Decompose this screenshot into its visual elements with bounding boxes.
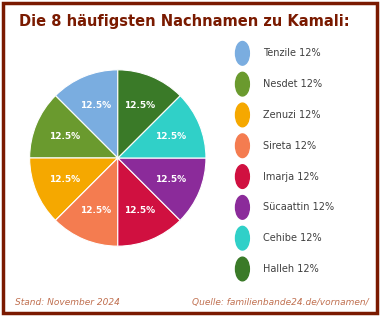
Text: Quelle: familienbande24.de/vornamen/: Quelle: familienbande24.de/vornamen/ [192, 298, 369, 307]
Text: Tenzile 12%: Tenzile 12% [263, 48, 320, 58]
Wedge shape [55, 70, 118, 158]
Text: 12.5%: 12.5% [80, 100, 111, 110]
Wedge shape [30, 158, 118, 220]
Wedge shape [118, 158, 180, 246]
Text: Cehibe 12%: Cehibe 12% [263, 233, 321, 243]
Circle shape [236, 41, 249, 65]
Text: 12.5%: 12.5% [155, 175, 186, 185]
Wedge shape [118, 96, 206, 158]
Circle shape [236, 72, 249, 96]
Text: 12.5%: 12.5% [155, 131, 186, 141]
Text: Nesdet 12%: Nesdet 12% [263, 79, 322, 89]
Circle shape [236, 134, 249, 158]
Circle shape [236, 103, 249, 127]
Text: 12.5%: 12.5% [49, 175, 81, 185]
Circle shape [236, 257, 249, 281]
Text: Sücaattin 12%: Sücaattin 12% [263, 202, 334, 212]
Text: Imarja 12%: Imarja 12% [263, 172, 318, 182]
Text: Sireta 12%: Sireta 12% [263, 141, 316, 151]
Text: Die 8 häufigsten Nachnamen zu Kamali:: Die 8 häufigsten Nachnamen zu Kamali: [19, 14, 350, 29]
Wedge shape [118, 158, 206, 220]
Circle shape [236, 196, 249, 219]
Text: Halleh 12%: Halleh 12% [263, 264, 318, 274]
Text: 12.5%: 12.5% [124, 100, 155, 110]
Text: Zenuzi 12%: Zenuzi 12% [263, 110, 320, 120]
Text: 12.5%: 12.5% [80, 206, 111, 216]
Circle shape [236, 226, 249, 250]
Text: 12.5%: 12.5% [49, 131, 81, 141]
Wedge shape [55, 158, 118, 246]
Text: 12.5%: 12.5% [124, 206, 155, 216]
Wedge shape [118, 70, 180, 158]
Circle shape [236, 165, 249, 188]
Wedge shape [30, 96, 118, 158]
Text: Stand: November 2024: Stand: November 2024 [15, 298, 120, 307]
